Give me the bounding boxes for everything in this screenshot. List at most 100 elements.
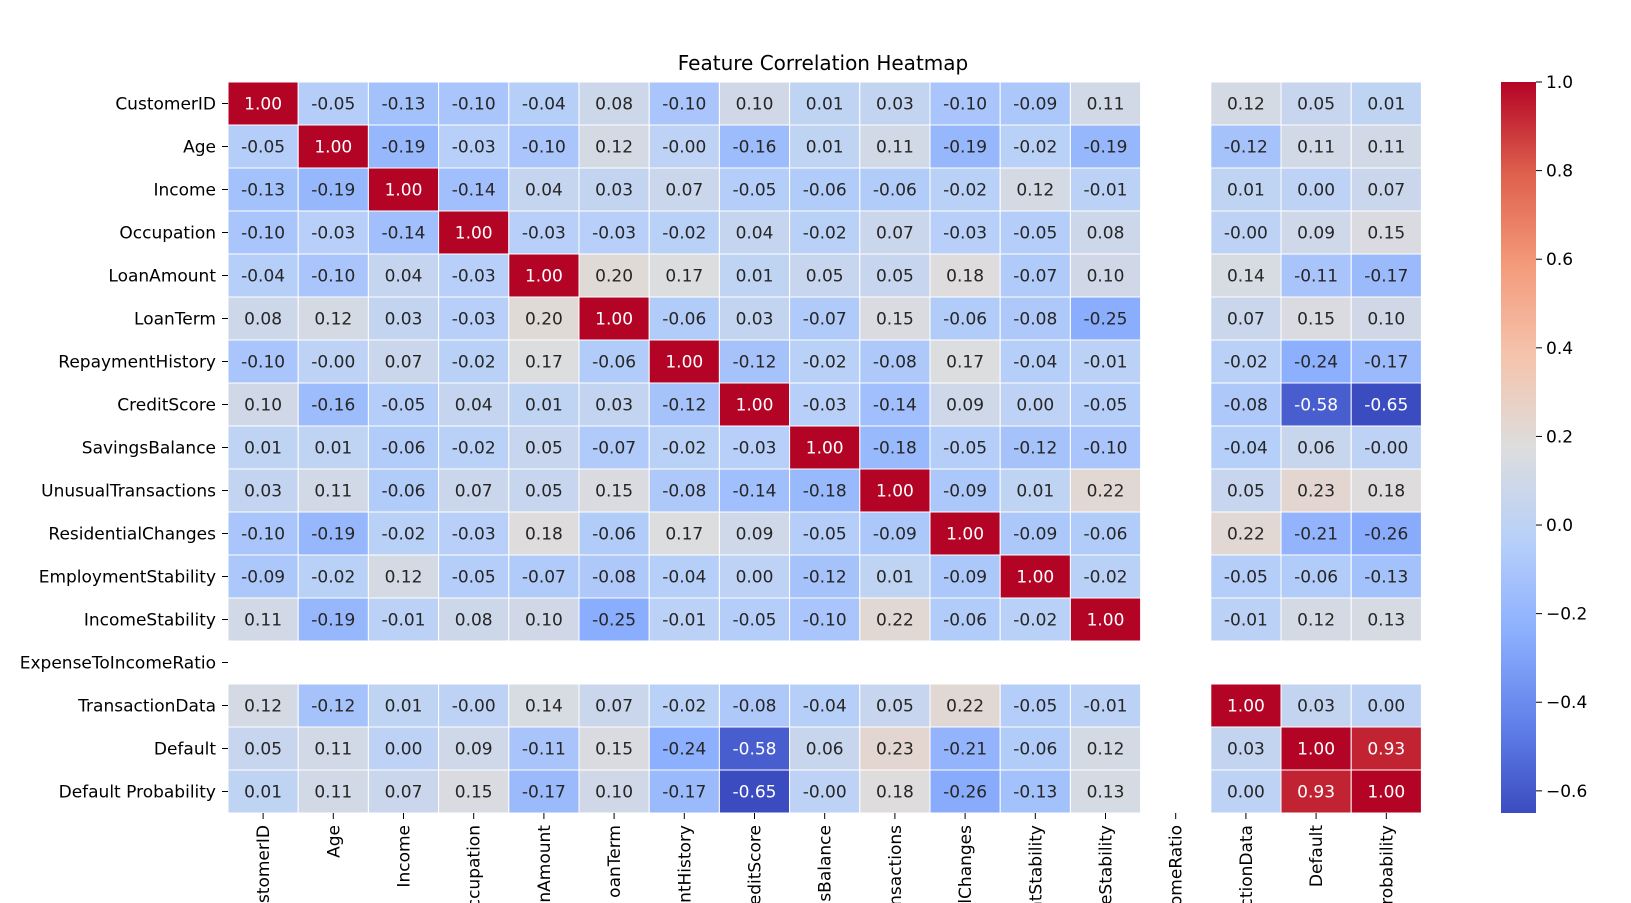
heatmap-cell — [718, 210, 791, 255]
cell-value-label: -0.18 — [873, 439, 917, 459]
cell-value-label: -0.02 — [1084, 568, 1128, 588]
cell-value-label: -0.26 — [1364, 525, 1408, 545]
heatmap-cell — [999, 81, 1071, 126]
heatmap-cell — [1350, 769, 1422, 814]
cell-value-label: -0.02 — [1013, 138, 1057, 158]
heatmap-cell — [438, 511, 510, 556]
cell-value-label: -0.05 — [1013, 697, 1057, 717]
heatmap-cell — [999, 511, 1071, 556]
heatmap-cell — [508, 124, 580, 169]
heatmap-cell — [859, 769, 931, 814]
column-label: sBalance — [816, 825, 836, 902]
cell-value-label: -0.07 — [592, 439, 636, 459]
heatmap-cell — [1069, 210, 1142, 255]
cell-value-label: 0.15 — [876, 310, 914, 330]
cell-value-label: 0.11 — [314, 783, 352, 803]
cell-value-label: 0.12 — [1227, 95, 1265, 115]
colorbar-tick-label: 0.4 — [1546, 339, 1573, 359]
heatmap-cell — [367, 554, 440, 599]
cell-value-label: 0.07 — [455, 482, 493, 502]
cell-value-label: 0.23 — [1297, 482, 1335, 502]
cell-value-label: 0.10 — [595, 783, 633, 803]
heatmap-cell — [438, 124, 510, 169]
heatmap-cell — [1350, 425, 1422, 470]
cell-value-label: 0.15 — [1297, 310, 1335, 330]
cell-value-label: -0.04 — [1224, 439, 1268, 459]
cell-value-label: -0.03 — [733, 439, 777, 459]
cell-value-label: 0.01 — [806, 95, 844, 115]
heatmap-cell — [859, 382, 931, 427]
colorbar-tick-label: −0.2 — [1546, 605, 1587, 625]
cell-value-label: -0.58 — [1294, 396, 1338, 416]
heatmap-cell — [438, 683, 510, 728]
row-label: Income — [153, 181, 216, 201]
cell-value-label: -0.19 — [311, 181, 355, 201]
heatmap-cell — [578, 425, 650, 470]
cell-value-label: -0.04 — [803, 697, 847, 717]
row-label: LoanTerm — [134, 310, 216, 330]
heatmap-cell — [227, 511, 299, 556]
cell-value-label: 0.22 — [876, 611, 914, 631]
cell-value-label: 0.00 — [1297, 181, 1335, 201]
cell-value-label: -0.58 — [733, 740, 777, 760]
cell-value-label: 0.10 — [244, 396, 282, 416]
cell-value-label: 1.00 — [1227, 697, 1265, 717]
cell-value-label: -0.19 — [311, 611, 355, 631]
heatmap-cell — [578, 468, 650, 513]
cell-value-label: 0.03 — [736, 310, 774, 330]
row-labels: CustomerID Age Income Occupation LoanAmount L… — [20, 95, 228, 803]
row-label: Default Probability — [59, 783, 216, 803]
cell-value-label: -0.02 — [662, 439, 706, 459]
cell-value-label: 0.12 — [385, 568, 423, 588]
cell-value-label: -0.10 — [241, 525, 285, 545]
cell-value-label: 0.10 — [525, 611, 563, 631]
row-label: LoanAmount — [108, 267, 216, 287]
heatmap-cell — [578, 683, 650, 728]
cell-value-label: 0.13 — [1367, 611, 1405, 631]
cell-value-label: -0.65 — [733, 783, 777, 803]
row-label: IncomeStability — [84, 611, 216, 631]
cell-value-label: 0.11 — [314, 482, 352, 502]
heatmap-cell — [929, 296, 1001, 341]
heatmap-cell — [438, 425, 510, 470]
heatmap-cell — [859, 726, 931, 771]
cell-value-label: -0.02 — [452, 439, 496, 459]
cell-value-label: -0.00 — [662, 138, 706, 158]
cell-value-label: 0.00 — [1227, 783, 1265, 803]
cell-value-label: 0.11 — [244, 611, 282, 631]
heatmap-cell — [1210, 425, 1282, 470]
heatmap-cell — [508, 167, 580, 212]
heatmap-cell — [1280, 683, 1352, 728]
heatmap-cell — [1069, 683, 1142, 728]
cell-value-label: -0.06 — [1084, 525, 1128, 545]
heatmap-cell — [1280, 425, 1352, 470]
cell-value-label: -0.01 — [662, 611, 706, 631]
cell-value-label: -0.12 — [803, 568, 847, 588]
heatmap-cell — [578, 382, 650, 427]
cell-value-label: 1.00 — [1087, 611, 1125, 631]
cell-value-label: -0.05 — [1084, 396, 1128, 416]
cell-value-label: -0.24 — [662, 740, 706, 760]
cell-value-label: -0.03 — [452, 138, 496, 158]
heatmap-cell — [578, 726, 650, 771]
cell-value-label: -0.09 — [943, 568, 987, 588]
cell-value-label: 0.00 — [1016, 396, 1054, 416]
cell-value-label: -0.19 — [943, 138, 987, 158]
heatmap-cell — [438, 597, 510, 642]
column-label: oanTerm — [605, 825, 625, 898]
cell-value-label: -0.02 — [803, 353, 847, 373]
colorbar-tick-label: −0.6 — [1546, 782, 1587, 802]
heatmap-cell — [227, 210, 299, 255]
heatmap-cell — [1210, 597, 1282, 642]
cell-value-label: -0.04 — [662, 568, 706, 588]
cell-value-label: 0.07 — [1367, 181, 1405, 201]
cell-value-label: -0.14 — [452, 181, 496, 201]
heatmap-cell — [508, 769, 580, 814]
heatmap-cell — [1280, 511, 1352, 556]
cell-value-label: -0.13 — [1364, 568, 1408, 588]
heatmap-cell — [718, 597, 791, 642]
cell-value-label: -0.17 — [522, 783, 566, 803]
cell-value-label: -0.06 — [662, 310, 706, 330]
cell-value-label: 0.03 — [1227, 740, 1265, 760]
row-label: EmploymentStability — [39, 568, 216, 588]
